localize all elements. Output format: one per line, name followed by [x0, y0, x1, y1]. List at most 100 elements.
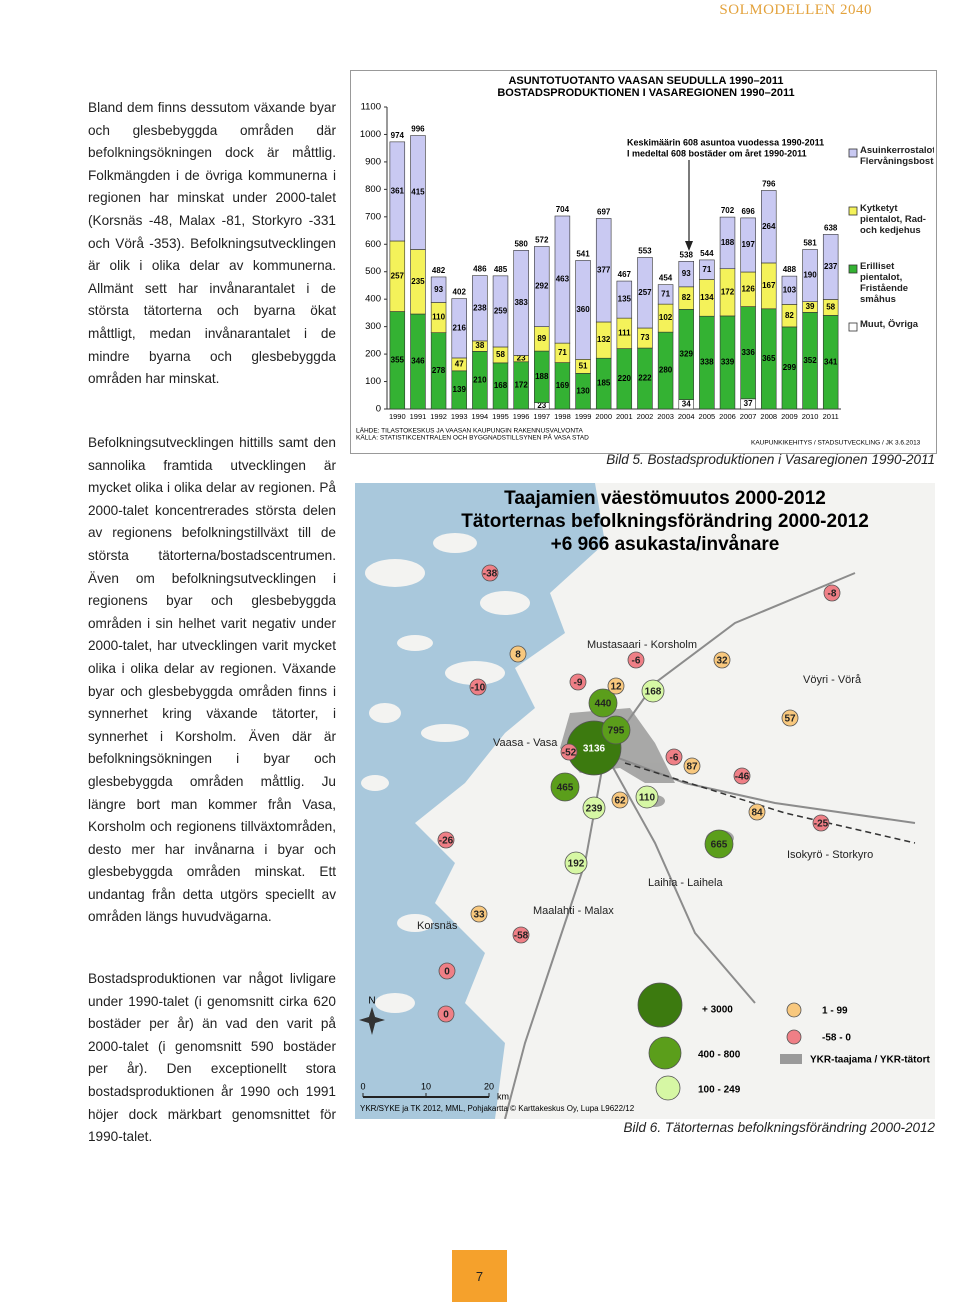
bar-segment	[781, 275, 798, 305]
value-label: 210	[473, 375, 487, 384]
map-point	[812, 814, 830, 832]
value-label: 38	[475, 341, 484, 350]
map-point-label: -6	[632, 656, 641, 667]
place-label: Maalahti - Malax	[533, 905, 614, 917]
map-point	[635, 785, 659, 809]
legend-swatch	[848, 206, 858, 216]
value-label: 130	[576, 386, 590, 395]
chart-note: I medeltal 608 bostäder om året 1990-201…	[627, 148, 807, 158]
map-point-label: 8	[515, 650, 521, 661]
value-label: 361	[391, 187, 405, 196]
scale-label: 20	[484, 1081, 494, 1091]
map-point-label: 57	[784, 714, 796, 725]
total-label: 696	[741, 207, 755, 216]
x-tick-label: 2010	[802, 412, 819, 421]
legend-swatch	[848, 264, 858, 274]
bar-segment	[554, 215, 571, 344]
legend-symbol	[637, 982, 683, 1028]
legend-label: -58 - 0	[822, 1033, 851, 1044]
value-label: 58	[496, 350, 505, 359]
map-point-label: -58	[514, 931, 529, 942]
value-label: 103	[783, 285, 797, 294]
value-label: 37	[744, 399, 753, 408]
value-label: 82	[785, 311, 794, 320]
y-tick-label: 600	[365, 239, 381, 250]
legend-label: 400 - 800	[698, 1050, 741, 1061]
legend-label: Asuinkerrostalot, Flervåningsbostadshus	[860, 145, 934, 167]
value-label: 58	[826, 303, 835, 312]
map-point	[704, 829, 734, 859]
figure-caption: Bild 5. Bostadsproduktionen i Vasaregion…	[606, 452, 935, 467]
map-credit: YKR/SYKE ja TK 2012, MML, Pohjakartta © …	[360, 1104, 635, 1113]
value-label: 339	[721, 358, 735, 367]
legend-item: Erilliset pientalot, Fristående småhus	[860, 261, 909, 305]
legend-swatch	[848, 148, 858, 158]
map-point-label: 239	[586, 804, 603, 815]
value-label: 169	[556, 381, 570, 390]
value-label: 329	[680, 350, 694, 359]
bar-segment	[575, 260, 591, 360]
roads	[504, 572, 916, 1119]
value-label: 237	[824, 262, 838, 271]
bar-chart: ASUNTOTUOTANTO VAASAN SEUDULLA 1990–2011…	[350, 70, 937, 454]
value-label: 188	[535, 372, 549, 381]
value-label: 172	[514, 380, 528, 389]
map-point	[437, 1005, 455, 1023]
legend-label: Erilliset pientalot, Fristående småhus	[860, 261, 909, 305]
paragraph: Bland dem finns dessutom växande byar oc…	[88, 100, 336, 387]
chart-note: Keskimäärin 608 asuntoa vuodessa 1990-20…	[627, 137, 824, 147]
value-label: 168	[494, 381, 508, 390]
total-label: 488	[783, 265, 797, 274]
legend-item: Muut, Övriga	[860, 319, 919, 330]
legend-symbol	[786, 1029, 802, 1045]
value-label: 257	[638, 288, 652, 297]
legend-label: + 3000	[702, 1005, 733, 1016]
value-label: 280	[659, 366, 673, 375]
value-label: 377	[597, 265, 611, 274]
map: Taajamien väestömuutos 2000-2012 Tätorte…	[355, 483, 935, 1119]
x-tick-label: 2000	[595, 412, 612, 421]
value-label: 257	[391, 271, 405, 280]
map-point-label: -8	[828, 589, 837, 600]
y-tick-label: 500	[365, 266, 381, 277]
x-tick-label: 1991	[410, 412, 427, 421]
value-label: 34	[682, 399, 691, 408]
bar-segment	[410, 135, 426, 250]
total-label: 974	[391, 131, 405, 140]
note-arrowhead	[685, 241, 693, 251]
x-tick-label: 2007	[740, 412, 757, 421]
bar-segment	[513, 250, 529, 356]
map-point	[611, 791, 629, 809]
value-label: 383	[514, 298, 528, 307]
total-label: 996	[411, 125, 425, 134]
bar-segment	[822, 234, 839, 300]
map-point-label: -52	[562, 748, 577, 759]
map-point	[569, 673, 587, 691]
value-label: 220	[618, 374, 632, 383]
value-label: 73	[641, 333, 650, 342]
value-label: 259	[494, 307, 508, 316]
x-tick-label: 2006	[719, 412, 736, 421]
y-tick-label: 400	[365, 294, 381, 305]
value-label: 365	[762, 354, 776, 363]
map-point-label: 0	[443, 1010, 449, 1021]
map-point	[823, 584, 841, 602]
bar-segment	[616, 280, 633, 319]
legend-label: Muut, Övriga	[860, 319, 919, 330]
map-point	[437, 831, 455, 849]
legend-label: 1 - 99	[822, 1006, 848, 1017]
map-point	[550, 772, 580, 802]
value-label: 47	[455, 359, 464, 368]
total-label: 702	[721, 206, 735, 215]
value-label: 197	[741, 240, 755, 249]
map-point	[469, 678, 487, 696]
map-point	[601, 715, 631, 745]
value-label: 51	[579, 361, 588, 370]
map-point	[665, 748, 683, 766]
x-tick-label: 2004	[678, 412, 695, 421]
x-tick-label: 2008	[760, 412, 777, 421]
paragraph: Befolkningsutvecklingen hittills samt de…	[88, 435, 336, 925]
place-label: Isokyrö - Storkyro	[787, 849, 873, 861]
x-tick-label: 1996	[513, 412, 530, 421]
value-label: 278	[432, 366, 446, 375]
